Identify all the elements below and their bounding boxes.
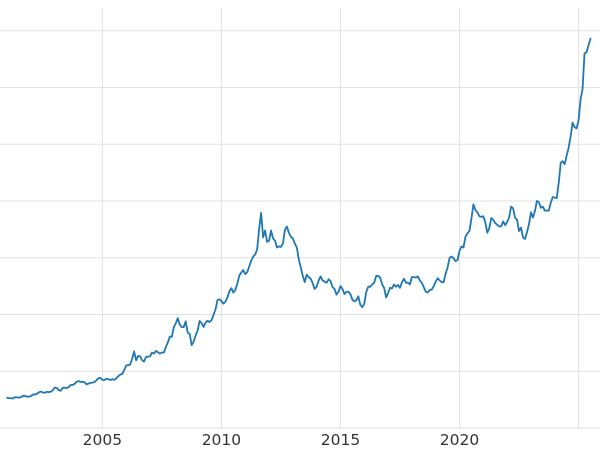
x-tick-label: 2010: [202, 431, 241, 449]
x-axis-tick-labels: 2005 2010 2015 2020: [83, 431, 480, 449]
x-tick-label: 2005: [83, 431, 122, 449]
price-line: [6, 37, 592, 400]
x-tick-label: 2015: [321, 431, 360, 449]
gridlines: [0, 8, 600, 429]
x-tick-label: 2020: [440, 431, 479, 449]
